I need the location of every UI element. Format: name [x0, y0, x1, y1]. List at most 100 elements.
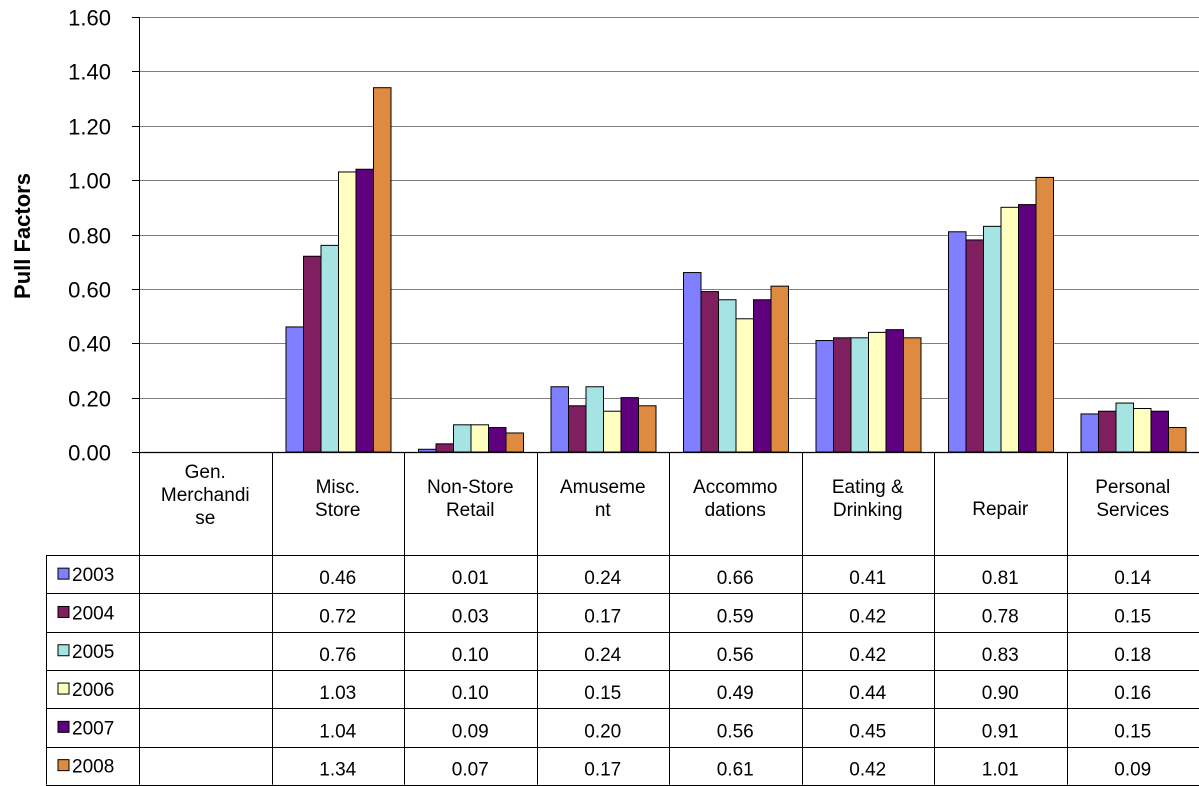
- category-label-line: Services: [1096, 500, 1169, 521]
- bar-2004-7: [1098, 410, 1117, 453]
- category-label: Repair: [972, 499, 1029, 520]
- bars: [285, 87, 1187, 453]
- bar-2007-2: [488, 427, 507, 453]
- data-label: 0.42: [849, 606, 886, 627]
- bar-2003-2: [418, 448, 437, 453]
- y-tick-label: 1.20: [68, 115, 111, 140]
- data-label: 1.34: [319, 760, 356, 781]
- legend-key-2006: [57, 682, 70, 695]
- bar-2006-2: [470, 424, 489, 453]
- data-label: 0.15: [584, 683, 621, 704]
- data-label: 0.42: [849, 760, 886, 781]
- y-tick-label: 1.60: [68, 6, 111, 31]
- legend-label-2003: 2003: [72, 565, 114, 586]
- category-label: Personal Services: [1095, 477, 1170, 521]
- y-tick-label: 0.60: [68, 278, 111, 303]
- bar-2005-6: [983, 225, 1002, 453]
- bar-2005-2: [453, 424, 472, 453]
- y-tick-label: 0.40: [68, 332, 111, 357]
- category-label-line: Retail: [446, 500, 495, 521]
- category-label-line: Misc.: [316, 477, 360, 498]
- category-label-line: Repair: [972, 499, 1029, 520]
- data-label: 0.44: [849, 683, 886, 704]
- bar-2006-1: [338, 171, 357, 453]
- bar-2003-7: [1080, 413, 1099, 453]
- data-label: 0.18: [1114, 645, 1151, 666]
- data-label: 0.46: [319, 568, 356, 589]
- bar-2006-6: [1000, 206, 1019, 453]
- data-label: 0.78: [982, 606, 1019, 627]
- bar-2008-1: [373, 87, 392, 453]
- bar-2004-6: [965, 239, 984, 453]
- data-label: 0.15: [1114, 721, 1151, 742]
- data-label: 1.03: [319, 683, 356, 704]
- bar-2004-5: [833, 337, 852, 453]
- data-label: 0.24: [584, 568, 621, 589]
- data-label: 0.59: [717, 606, 754, 627]
- legend-label-2006: 2006: [72, 680, 114, 701]
- legend-label-2004: 2004: [72, 603, 115, 624]
- legend-key-2003: [57, 567, 70, 580]
- bar-2007-1: [355, 168, 374, 453]
- bar-2003-4: [683, 272, 702, 453]
- data-label: 0.42: [849, 645, 886, 666]
- legend-key-2008: [57, 759, 70, 772]
- data-label: 0.09: [452, 721, 489, 742]
- bar-2005-4: [718, 299, 737, 453]
- category-label-line: Personal: [1095, 477, 1170, 498]
- bar-2005-3: [585, 386, 604, 453]
- category-label-line: nt: [595, 500, 612, 521]
- bar-2004-2: [435, 443, 454, 453]
- bar-2005-7: [1115, 402, 1134, 453]
- bar-2004-1: [303, 255, 322, 453]
- category-label: Accommo dations: [693, 477, 777, 521]
- category-label-line: dations: [705, 500, 766, 521]
- legend-key-2007: [57, 720, 70, 733]
- data-label: 0.66: [717, 568, 754, 589]
- category-label-line: Amuseme: [560, 477, 646, 498]
- data-label: 0.61: [717, 760, 754, 781]
- data-label: 0.56: [717, 721, 754, 742]
- data-label: 0.56: [717, 645, 754, 666]
- category-label-line: Accommo: [693, 477, 777, 498]
- data-label: 0.17: [584, 760, 621, 781]
- bar-2007-4: [753, 299, 772, 453]
- category-label-line: Eating &: [832, 477, 904, 498]
- data-label: 1.01: [982, 760, 1019, 781]
- data-label: 0.03: [452, 606, 489, 627]
- category-label-line: Non-Store: [427, 477, 514, 498]
- category-label-line: Gen.: [185, 462, 226, 483]
- data-label: 0.41: [849, 568, 886, 589]
- bar-2003-1: [285, 326, 304, 453]
- data-label: 0.91: [982, 721, 1019, 742]
- data-label: 0.45: [849, 721, 886, 742]
- bar-2006-7: [1133, 408, 1152, 453]
- bar-2006-5: [868, 331, 887, 453]
- data-label: 0.15: [1114, 606, 1151, 627]
- data-label: 0.20: [584, 721, 621, 742]
- y-tick-label: 1.00: [68, 169, 111, 194]
- legend-label-2005: 2005: [72, 642, 114, 663]
- data-label: 0.14: [1114, 568, 1151, 589]
- bar-2004-3: [568, 405, 587, 453]
- data-label: 0.09: [1114, 760, 1151, 781]
- data-label: 0.76: [319, 645, 356, 666]
- category-label-line: Drinking: [833, 500, 903, 521]
- category-label: Misc. Store: [315, 477, 360, 521]
- bar-2007-3: [620, 397, 639, 453]
- legend-key-2005: [57, 644, 70, 657]
- bar-2008-7: [1168, 427, 1187, 453]
- legend-key-2004: [57, 605, 70, 618]
- bar-2008-4: [770, 285, 789, 453]
- category-label: Non-Store Retail: [427, 477, 514, 521]
- data-label: 0.72: [319, 606, 356, 627]
- bar-2003-6: [948, 231, 967, 453]
- bar-2005-5: [850, 337, 869, 453]
- category-label: Gen. Merchandi se: [161, 462, 250, 529]
- data-label: 0.01: [452, 568, 489, 589]
- data-label: 0.24: [584, 645, 621, 666]
- bar-2006-4: [735, 318, 754, 453]
- y-axis-label: Pull Factors: [10, 173, 35, 299]
- data-label: 0.81: [982, 568, 1019, 589]
